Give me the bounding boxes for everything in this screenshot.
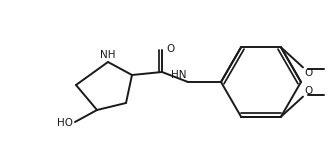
Text: HO: HO — [57, 118, 73, 128]
Text: O: O — [304, 68, 312, 78]
Text: NH: NH — [100, 50, 116, 60]
Text: O: O — [166, 44, 174, 54]
Text: O: O — [304, 86, 312, 96]
Text: HN: HN — [171, 70, 187, 80]
